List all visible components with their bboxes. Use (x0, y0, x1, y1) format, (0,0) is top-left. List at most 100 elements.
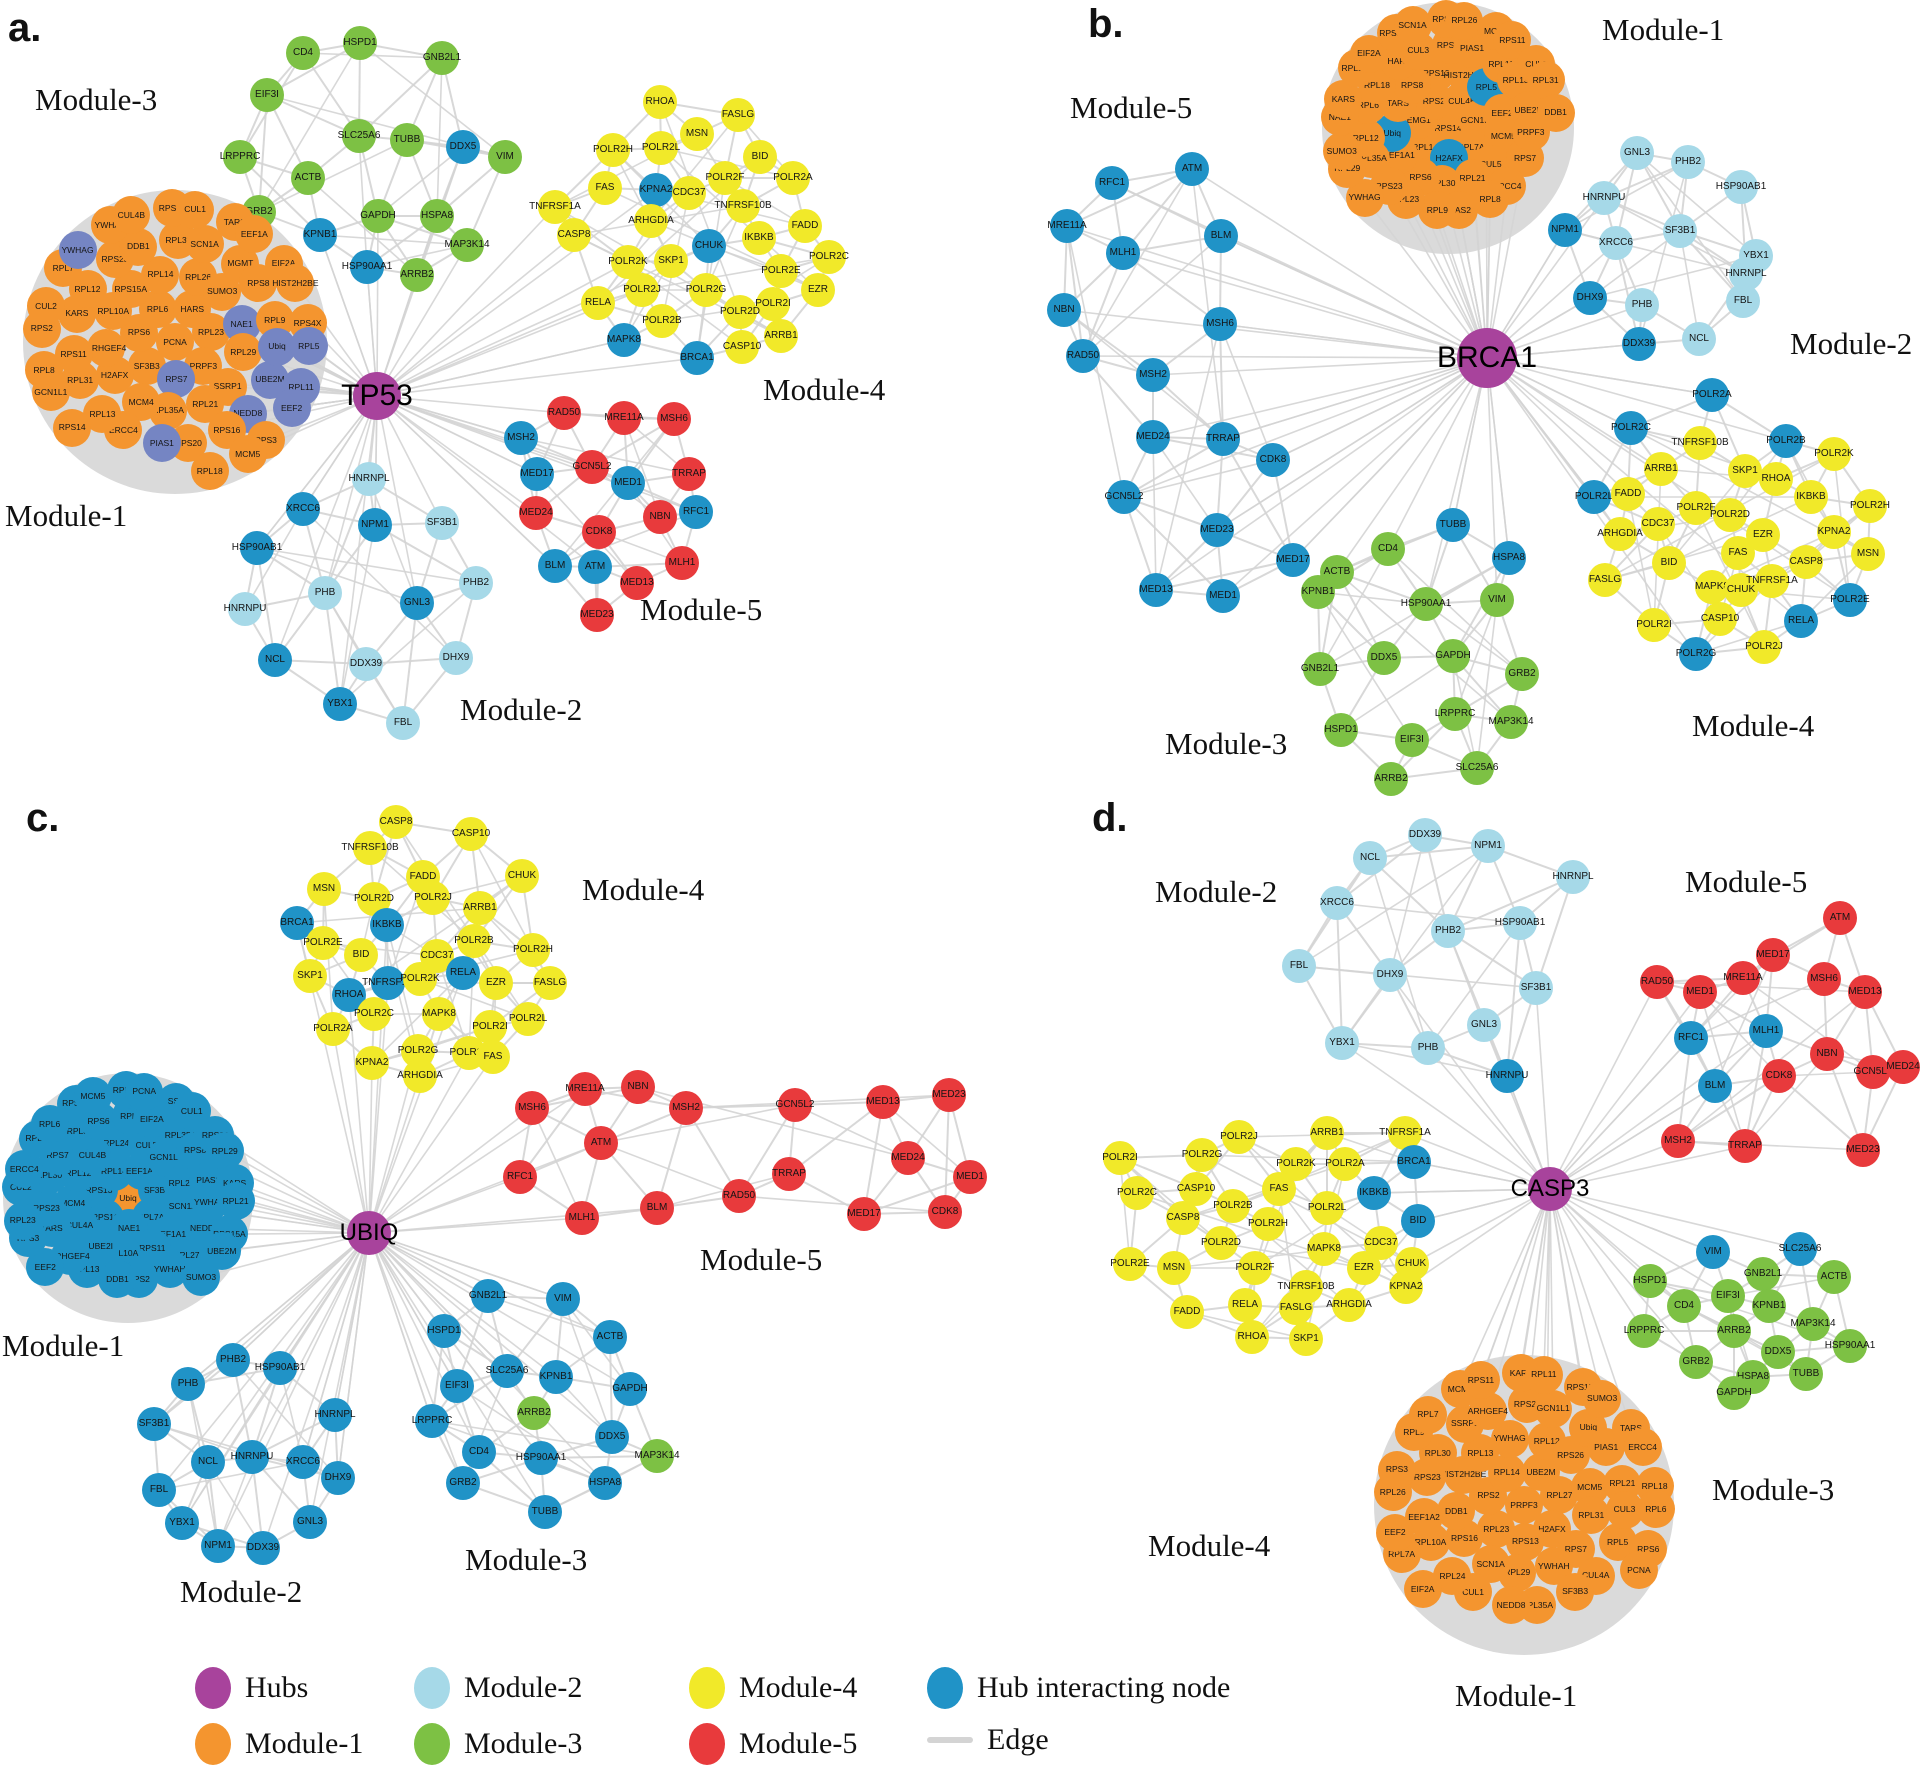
node-VIM: VIM (546, 1282, 580, 1316)
node-POLR2K: POLR2K (1814, 437, 1854, 471)
node-BLM: BLM (640, 1191, 674, 1225)
node-label: GRB2 (449, 1477, 477, 1488)
node-label: RPS8 (247, 277, 270, 288)
node-label: RPL26 (185, 271, 212, 282)
node-label: POLR2G (1675, 648, 1717, 659)
node-label: FBL (149, 1484, 169, 1495)
node-label: DDB1 (1444, 1505, 1468, 1516)
node-label: YBX1 (327, 698, 353, 709)
node-SLC25A6: SLC25A6 (1779, 1232, 1821, 1266)
node-label: PHB (1631, 299, 1653, 310)
node-label: RAD50 (1066, 350, 1100, 361)
node-RAD50: RAD50 (1066, 339, 1100, 373)
node-POLR2D: POLR2D (720, 295, 760, 329)
node-CASP8: CASP8 (1166, 1201, 1200, 1235)
node-label: MLH1 (568, 1212, 596, 1223)
node-POLR2D: POLR2D (1710, 498, 1750, 532)
node-CASP8: CASP8 (1789, 545, 1823, 579)
node-NPM1: NPM1 (358, 508, 392, 542)
node-MSH6: MSH6 (1807, 962, 1841, 996)
node-label: MRE11A (1723, 972, 1763, 983)
node-label: LRPPRC (411, 1415, 453, 1426)
node-label: RPS4X (1436, 39, 1465, 50)
node-label: BRCA1 (1397, 1156, 1431, 1167)
node-label: MLH1 (1752, 1025, 1780, 1036)
node-SKP1: SKP1 (654, 244, 688, 278)
node-GNB2L1: GNB2L1 (1744, 1257, 1782, 1291)
node-POLR2A: POLR2A (1325, 1147, 1365, 1181)
node-label: RPS16 (91, 1212, 119, 1223)
node-label: GAPDH (612, 1383, 648, 1394)
legend-item-module-4: Module-4 (689, 1667, 857, 1709)
node-label: MSH6 (1810, 973, 1838, 984)
node-label: CDK8 (585, 526, 613, 537)
node-label: EIF2A (140, 1114, 164, 1125)
node-SF3B3: SF3B3 (127, 347, 166, 386)
node-label: POLR2A (1692, 389, 1732, 400)
node-label: RPL12 (74, 284, 101, 295)
node-DDX5: DDX5 (446, 130, 480, 164)
node-MAPK8: MAPK8 (1695, 570, 1729, 604)
node-label: ATM (1181, 163, 1203, 174)
node-label: EZR (486, 977, 506, 988)
node-label: MED13 (1139, 584, 1173, 595)
node-FBL: FBL (142, 1473, 176, 1507)
node-label: DDX39 (349, 658, 383, 669)
node-FBL: FBL (1282, 949, 1316, 983)
node-ARRB1: ARRB1 (764, 319, 798, 353)
node-label: NEDD8 (233, 408, 263, 419)
node-label: MED1 (1209, 590, 1237, 601)
node-label: CD4 (1673, 1300, 1694, 1311)
legend-item-hubs: Hubs (195, 1667, 308, 1709)
node-label: POLR2C (809, 251, 850, 262)
node-label: RPL5 (1606, 1536, 1629, 1547)
node-label: XRCC6 (1599, 237, 1633, 248)
node-NCL: NCL (1682, 322, 1716, 356)
node-label: RPL12 (65, 1168, 92, 1179)
node-label: BLM (544, 560, 566, 571)
node-label: RPL9 (1426, 204, 1448, 215)
node-label: FADD (1614, 488, 1642, 499)
node-TNFRSF1A: TNFRSF1A (1746, 564, 1798, 598)
node-label: HNRNPL (314, 1409, 356, 1420)
node-label: RPL7A (1457, 142, 1485, 153)
node-label: RAD50 (547, 407, 581, 418)
node-IKBKB: IKBKB (742, 221, 776, 255)
node-label: DDX39 (246, 1542, 280, 1553)
node-label: RPL12 (1533, 1435, 1560, 1446)
node-label: SLC25A6 (1778, 1243, 1822, 1254)
node-label: RPL23 (1393, 194, 1420, 205)
node-label: RPL7 (120, 1110, 142, 1121)
node-label: CUL4A (1582, 1570, 1610, 1581)
node-label: RPL18 (196, 466, 223, 477)
node-NBN: NBN (1047, 293, 1081, 327)
node-CUL1: CUL1 (176, 190, 215, 229)
node-GCN5L2: GCN5L2 (1854, 1055, 1892, 1089)
node-ARHGDIA: ARHGDIA (628, 204, 674, 238)
node-MED13: MED13 (1848, 975, 1882, 1009)
node-label: CUL1 (180, 1106, 203, 1117)
module-label-module-2: Module-2 (180, 1574, 303, 1609)
node-label: MCM5 (235, 449, 261, 460)
node-label: CDK8 (1259, 454, 1287, 465)
node-VIM: VIM (488, 140, 522, 174)
node-label: RPL26 (1379, 1486, 1406, 1497)
node-label: MED24 (891, 1152, 925, 1163)
node-SCN1A: SCN1A (1471, 1545, 1510, 1584)
node-label: ARHGEF4 (1467, 1405, 1508, 1416)
node-label: SCN1A (168, 1201, 198, 1212)
node-label: GCN1L1 (149, 1152, 183, 1163)
node-SF3B1: SF3B1 (425, 506, 459, 540)
node-DHX9: DHX9 (1573, 281, 1607, 315)
node-label: RPL8 (1479, 194, 1501, 205)
node-MRE11A: MRE11A (604, 401, 644, 435)
node-label: FASLG (721, 109, 755, 120)
node-label: RPL31 (1532, 75, 1559, 86)
node-label: PHB (1417, 1042, 1439, 1053)
node-RPL8: RPL8 (25, 351, 64, 390)
node-PHB2: PHB2 (459, 566, 493, 600)
legend-label: Module-1 (245, 1727, 364, 1760)
node-label: RPS7 (1513, 153, 1537, 164)
node-label: RPS2 (127, 1274, 150, 1285)
node-CD4: CD4 (462, 1435, 496, 1469)
